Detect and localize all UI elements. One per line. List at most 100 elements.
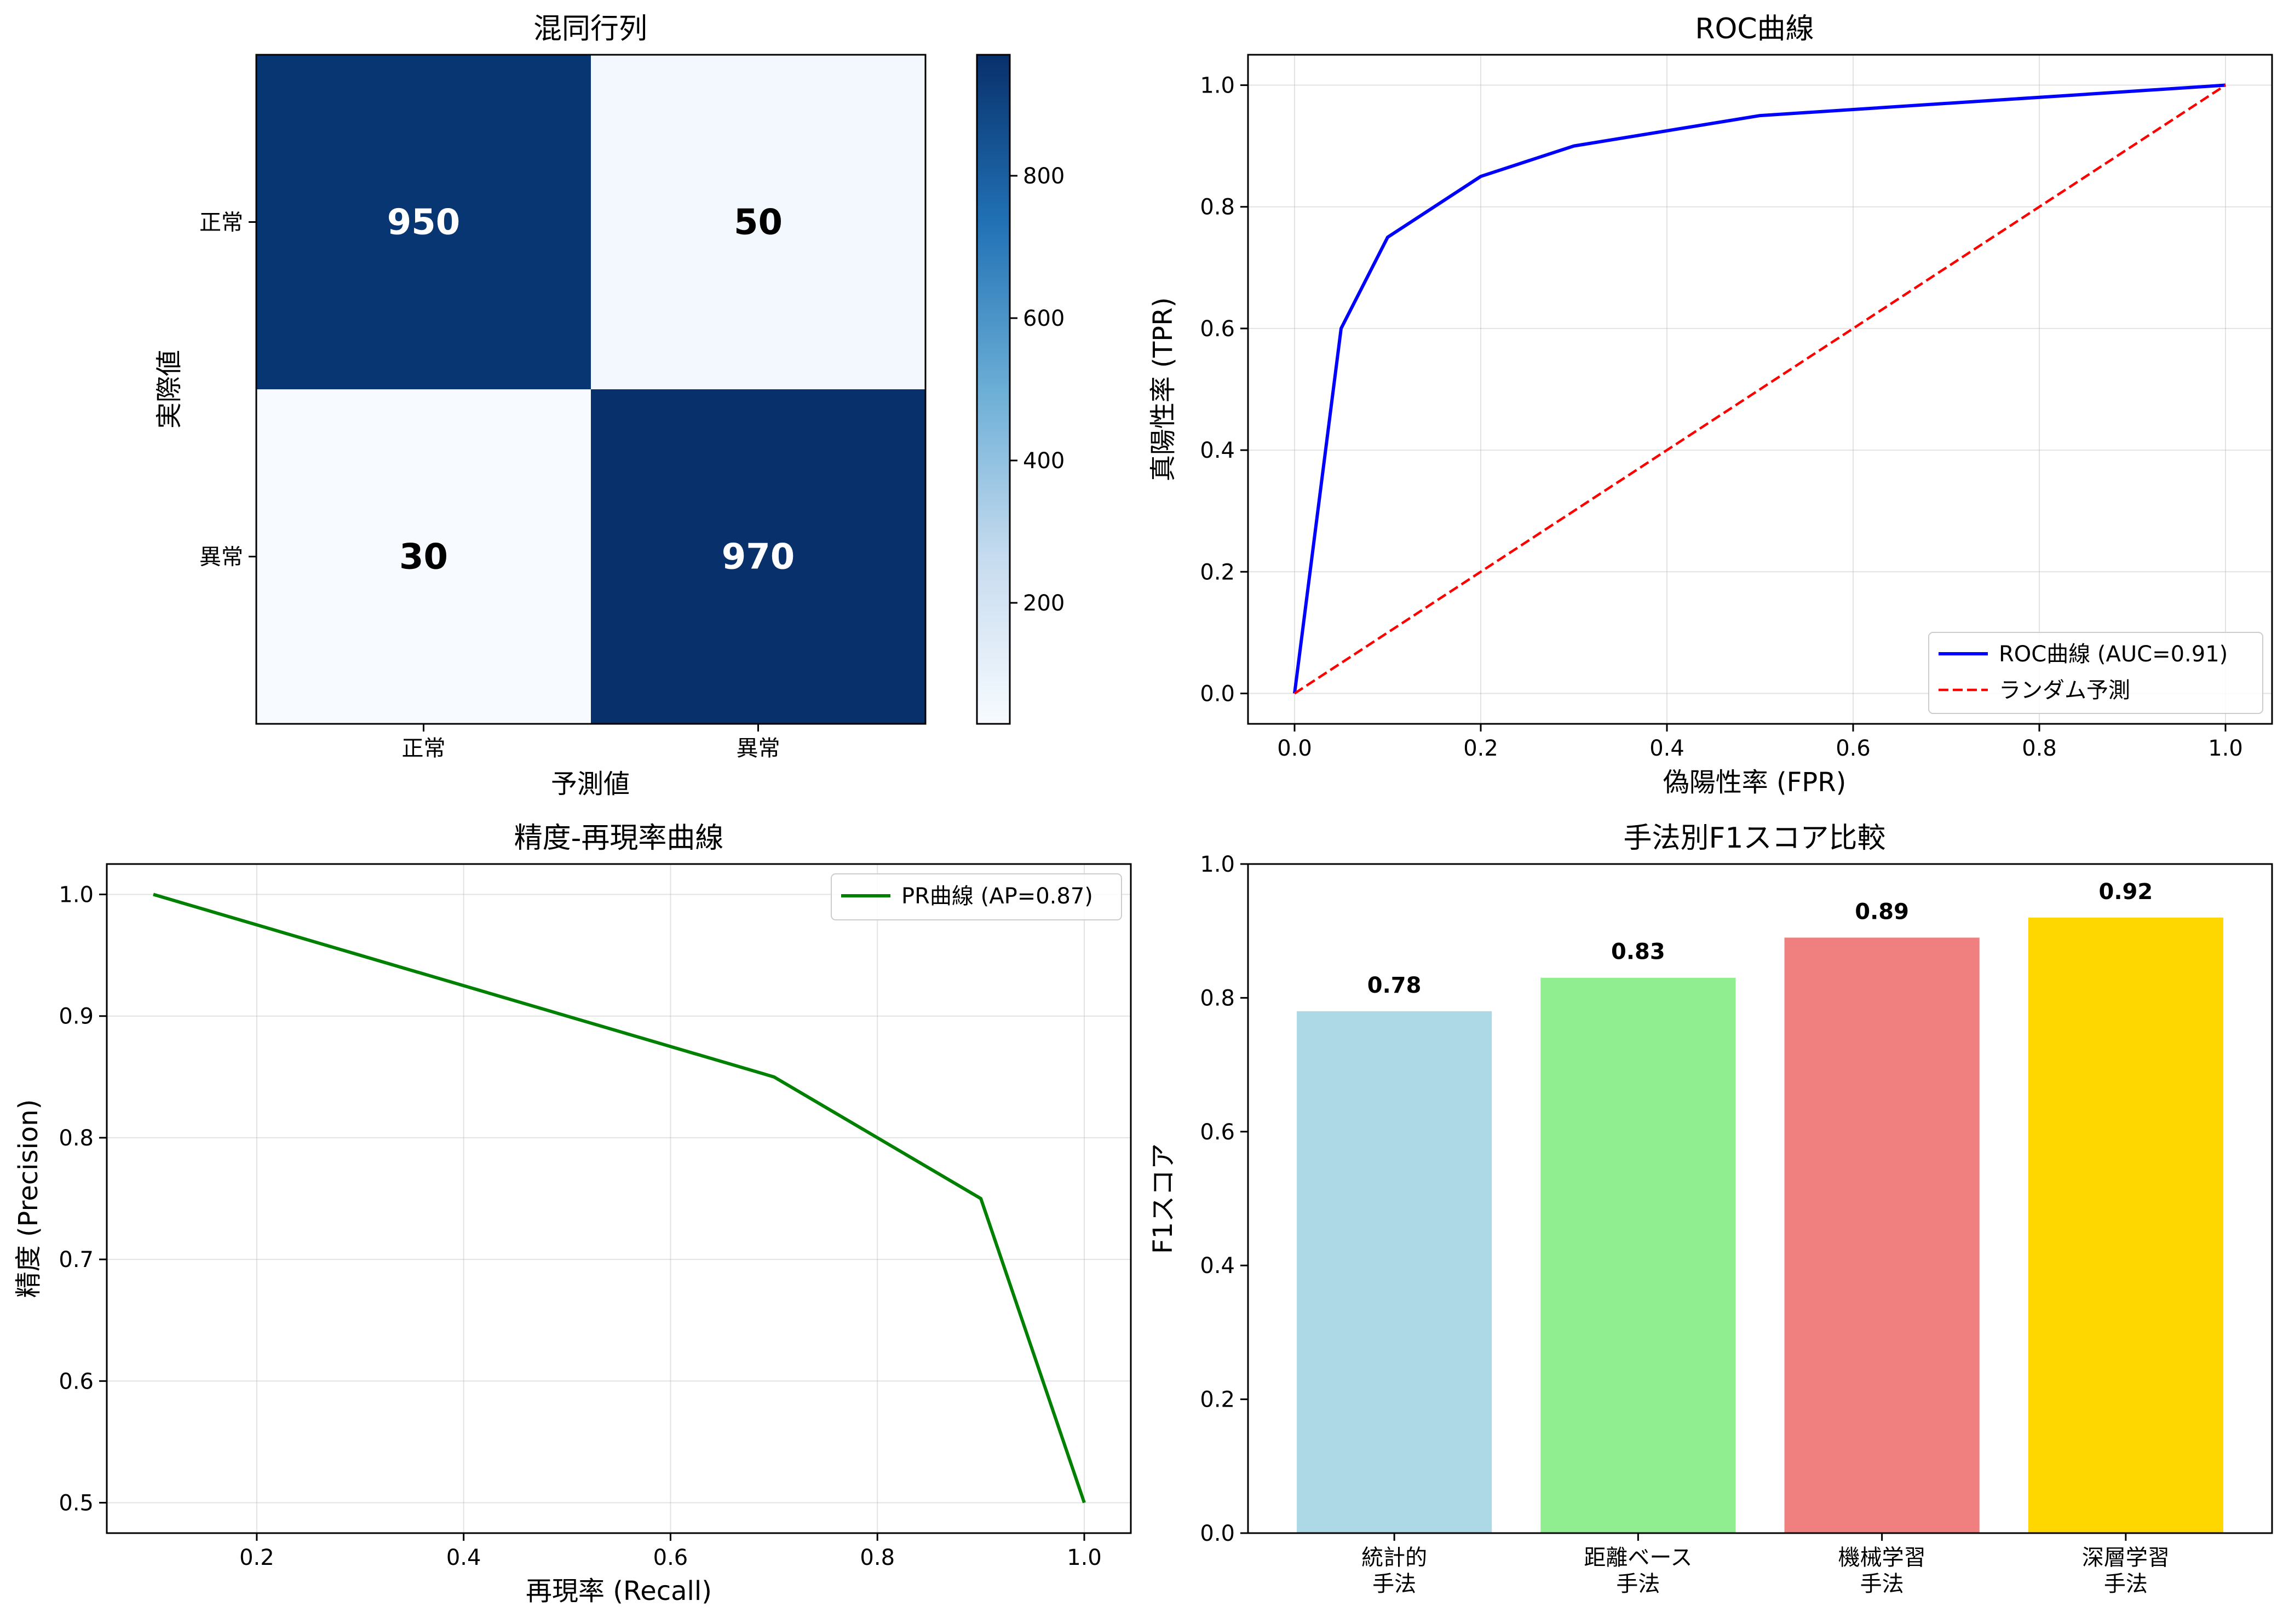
roc-legend-label-1: ランダム予測 [1999, 678, 2130, 703]
x-tick-label: 深層学習手法 [2082, 1545, 2170, 1597]
f1-frame [1247, 863, 2273, 1534]
confusion-cell-value: 970 [722, 537, 795, 578]
y-tick-label: 0.6 [1200, 316, 1235, 342]
confusion-cell-value: 950 [387, 203, 461, 243]
roc-grid [1248, 55, 2272, 724]
f1-ticks: 0.00.20.40.60.81.0統計的手法距離ベース手法機械学習手法深層学習… [1200, 852, 2169, 1597]
y-tick-label: 0.4 [1200, 438, 1235, 463]
colorbar-tick-label: 600 [1023, 306, 1065, 331]
colorbar [976, 54, 1011, 725]
y-tick-label: 0.9 [59, 1004, 94, 1029]
y-tick-label: 1.0 [1200, 852, 1235, 877]
f1-ylabel: F1スコア [1148, 1143, 1178, 1254]
y-tick-label: 1.0 [59, 883, 94, 908]
bar [1784, 937, 1980, 1533]
x-tick-label: 0.8 [2022, 736, 2057, 761]
y-tick-label: 0.8 [1200, 986, 1235, 1011]
x-tick-label: 0.8 [860, 1545, 895, 1570]
y-tick-label: 0.6 [1200, 1120, 1235, 1145]
x-tick-label: 0.4 [446, 1545, 481, 1570]
pr-legend-label-0: PR曲線 (AP=0.87) [901, 884, 1093, 909]
roc-frame [1247, 54, 2273, 725]
bar-value-label: 0.89 [1855, 899, 1909, 924]
confusion-matrix-cells: 950 50 30 970 [256, 55, 925, 724]
y-tick-label: 0.2 [1200, 560, 1235, 585]
y-tick-label: 0.6 [59, 1369, 94, 1394]
series-line-0 [153, 892, 1086, 1504]
bar [2028, 917, 2223, 1533]
x-tick-label-line: 深層学習 [2082, 1545, 2170, 1570]
y-tick-label: 0.4 [1200, 1253, 1235, 1279]
x-tick-label: 統計的手法 [1361, 1545, 1427, 1597]
colorbar-tick-label: 800 [1023, 164, 1065, 189]
series-line-1 [1293, 84, 2227, 695]
pr-legend-box [831, 873, 1122, 920]
pr-ticks: 0.2 0.4 0.6 0.8 1.0 0.5 0.6 0.7 0.8 0.9 1.0 [59, 883, 1101, 1570]
y-tick-label: 0.5 [59, 1490, 94, 1516]
colorbar-ticks: 200 400 600 800 [1010, 164, 1065, 616]
y-tick-label: 0.0 [1200, 681, 1235, 706]
x-tick-label-line: 距離ベース [1584, 1545, 1692, 1570]
confusion-cell [591, 389, 925, 724]
confusion-cell [256, 389, 591, 724]
x-tick-label: 正常 [402, 736, 446, 761]
pr-ylabel: 精度 (Precision) [13, 1099, 44, 1298]
f1-bars: 0.78 0.83 0.89 0.92 [1297, 879, 2223, 1533]
confusion-cell [256, 55, 591, 389]
bar-value-label: 0.92 [2099, 879, 2153, 905]
roc-legend: ROC曲線 (AUC=0.91) ランダム予測 [1928, 632, 2263, 714]
x-tick-label: 0.6 [653, 1545, 688, 1570]
confusion-matrix-title: 混同行列 [533, 13, 647, 45]
bar [1297, 1011, 1492, 1533]
pr-lines [153, 892, 1086, 1504]
pr-title: 精度-再現率曲線 [514, 822, 724, 855]
x-tick-label: 異常 [737, 736, 780, 761]
pr-legend: PR曲線 (AP=0.87) [831, 873, 1122, 920]
pr-grid [107, 864, 1131, 1533]
confusion-cell-value: 30 [399, 537, 448, 578]
pr-panel: 精度-再現率曲線 0.2 0.4 0.6 0.8 1.0 0.5 0.6 0.7 0.8 0.9 1… [13, 822, 1132, 1606]
roc-ylabel: 真陽性率 (TPR) [1148, 297, 1178, 481]
y-tick-label: 0.7 [59, 1247, 94, 1272]
confusion-cell [591, 55, 925, 389]
y-tick-label: 0.0 [1200, 1521, 1235, 1546]
x-tick-label: 0.4 [1649, 736, 1684, 761]
x-tick-label: 1.0 [2208, 736, 2243, 761]
x-tick-label: 1.0 [1067, 1545, 1102, 1570]
colorbar-tick-label: 400 [1023, 448, 1065, 474]
roc-panel: ROC曲線 0.0 0.2 0.4 0.6 0.8 1.0 0.0 0.2 0.4 0.6 0.8 1… [1148, 13, 2273, 798]
x-tick-label: 距離ベース手法 [1584, 1545, 1692, 1597]
roc-legend-label-0: ROC曲線 (AUC=0.91) [1999, 642, 2228, 667]
x-tick-label: 0.0 [1277, 736, 1312, 761]
bar-value-label: 0.83 [1611, 940, 1665, 965]
x-tick-label-line: 手法 [1860, 1571, 1904, 1597]
roc-xlabel: 偽陽性率 (FPR) [1663, 767, 1847, 798]
roc-title: ROC曲線 [1695, 13, 1814, 45]
pr-xlabel: 再現率 (Recall) [526, 1576, 712, 1606]
y-tick-label: 異常 [199, 545, 243, 570]
x-tick-label: 0.6 [1836, 736, 1871, 761]
bar-value-label: 0.78 [1367, 973, 1422, 998]
x-tick-label: 0.2 [1463, 736, 1498, 761]
roc-legend-box [1928, 632, 2263, 714]
bar [1540, 977, 1736, 1533]
x-tick-label-line: 機械学習 [1838, 1545, 1926, 1570]
y-tick-label: 0.2 [1200, 1387, 1235, 1413]
x-tick-label: 0.2 [239, 1545, 274, 1570]
y-tick-label: 正常 [199, 210, 243, 235]
x-tick-label-line: 手法 [1372, 1571, 1416, 1597]
x-tick-label-line: 手法 [2104, 1571, 2148, 1597]
roc-lines [1293, 83, 2227, 695]
roc-ticks: 0.0 0.2 0.4 0.6 0.8 1.0 0.0 0.2 0.4 0.6 0.8 1.0 [1200, 73, 2242, 761]
colorbar-tick-label: 200 [1023, 591, 1065, 616]
x-tick-label: 機械学習手法 [1838, 1545, 1926, 1597]
f1-title: 手法別F1スコア比較 [1624, 822, 1886, 855]
f1-panel: 手法別F1スコア比較 0.78 0.83 0.89 0.92 0.0 0.2 0.4 0.6… [1148, 822, 2273, 1597]
x-tick-label-line: 手法 [1616, 1571, 1660, 1597]
confusion-matrix-xlabel: 予測値 [551, 769, 630, 799]
confusion-matrix-frame [255, 54, 927, 725]
confusion-cell-value: 50 [734, 203, 783, 243]
